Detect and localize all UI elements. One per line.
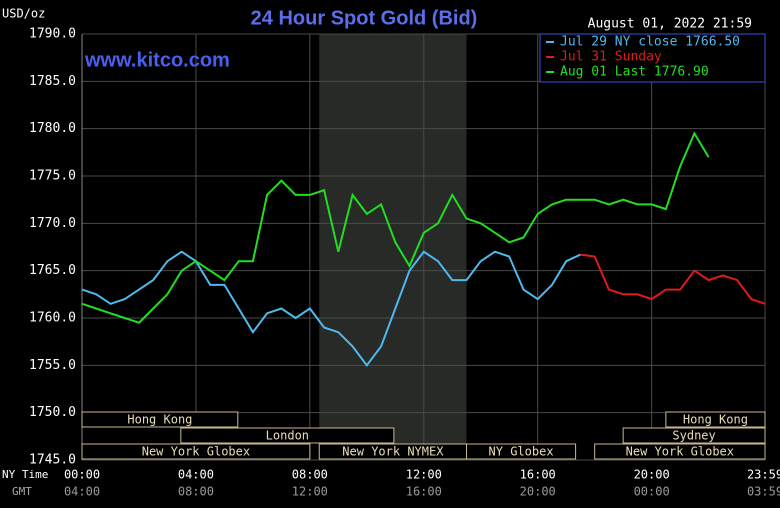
session-box <box>594 443 766 460</box>
legend-box <box>539 33 766 83</box>
y-tick-label: 1755.0 <box>29 358 76 373</box>
session-box <box>665 411 766 428</box>
y-tick-label: 1785.0 <box>29 74 76 89</box>
y-tick-label: 1780.0 <box>29 121 76 136</box>
session-box <box>81 443 311 460</box>
x-secondary-label: 12:00 <box>292 485 328 499</box>
y-tick-label: 1760.0 <box>29 311 76 326</box>
session-box <box>180 427 395 444</box>
x-secondary-label: 08:00 <box>178 485 214 499</box>
x-tick-label: 23:59 <box>747 468 780 482</box>
timestamp: August 01, 2022 21:59 <box>588 17 752 32</box>
y-tick-label: 1790.0 <box>29 27 76 42</box>
x-tick-label: 16:00 <box>520 468 556 482</box>
session-label: Hong Kong <box>127 413 192 427</box>
session-label: Hong Kong <box>683 413 748 427</box>
x-tick-label: 20:00 <box>634 468 670 482</box>
x-secondary-label: 00:00 <box>634 485 670 499</box>
series-line <box>580 253 766 305</box>
x-tick-label: 00:00 <box>64 468 100 482</box>
session-label: New York NYMEX <box>342 445 444 459</box>
series-line <box>81 131 710 324</box>
session-box <box>622 427 766 444</box>
session-box <box>466 443 577 460</box>
watermark: www.kitco.com <box>84 49 230 71</box>
session-label: London <box>266 429 309 443</box>
x-secondary-name: GMT <box>12 485 32 498</box>
legend-label: Aug 01 Last 1776.90 <box>560 65 709 80</box>
x-tick-label: 04:00 <box>178 468 214 482</box>
session-label: New York Globex <box>626 445 734 459</box>
x-tick-label: 08:00 <box>292 468 328 482</box>
y-tick-label: 1765.0 <box>29 263 76 278</box>
legend-label: Jul 31 Sunday <box>560 50 662 65</box>
y-unit: USD/oz <box>2 7 45 21</box>
chart-title: 24 Hour Spot Gold (Bid) <box>251 7 478 29</box>
session-label: NY Globex <box>489 445 554 459</box>
session-box <box>81 411 239 428</box>
x-secondary-label: 16:00 <box>406 485 442 499</box>
x-secondary-label: 03:59 <box>747 485 780 499</box>
highlight-band <box>319 34 467 460</box>
legend-label: Jul 29 NY close 1766.50 <box>560 35 740 50</box>
y-tick-label: 1750.0 <box>29 405 76 420</box>
x-secondary-label: 20:00 <box>520 485 556 499</box>
y-tick-label: 1745.0 <box>29 453 76 468</box>
session-label: Sydney <box>672 429 715 443</box>
y-tick-label: 1770.0 <box>29 216 76 231</box>
session-label: New York Globex <box>142 445 250 459</box>
x-tick-label: 12:00 <box>406 468 442 482</box>
x-axis-name: NY Time <box>2 468 48 481</box>
series-line <box>81 250 581 367</box>
y-tick-label: 1775.0 <box>29 169 76 184</box>
x-secondary-label: 04:00 <box>64 485 100 499</box>
